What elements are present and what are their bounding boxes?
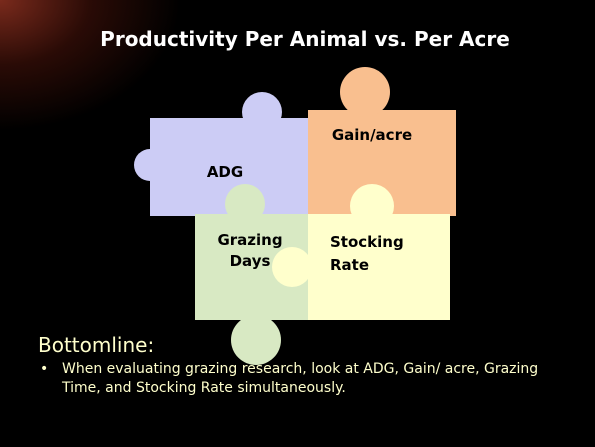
piece-label: ADG (207, 163, 243, 181)
heading: Bottomline: (38, 333, 155, 357)
corner-glow (0, 0, 180, 130)
bullet-list: When evaluating grazing research, look a… (38, 360, 568, 398)
piece-label: Stocking Rate (330, 233, 404, 274)
piece-label: Grazing Days (217, 231, 282, 270)
bullet: When evaluating grazing research, look a… (38, 360, 568, 398)
title: Productivity Per Animal vs. Per Acre (100, 27, 510, 51)
puzzle-piece (272, 184, 450, 320)
piece-label: Gain/acre (332, 126, 412, 144)
puzzle-piece (308, 67, 456, 216)
